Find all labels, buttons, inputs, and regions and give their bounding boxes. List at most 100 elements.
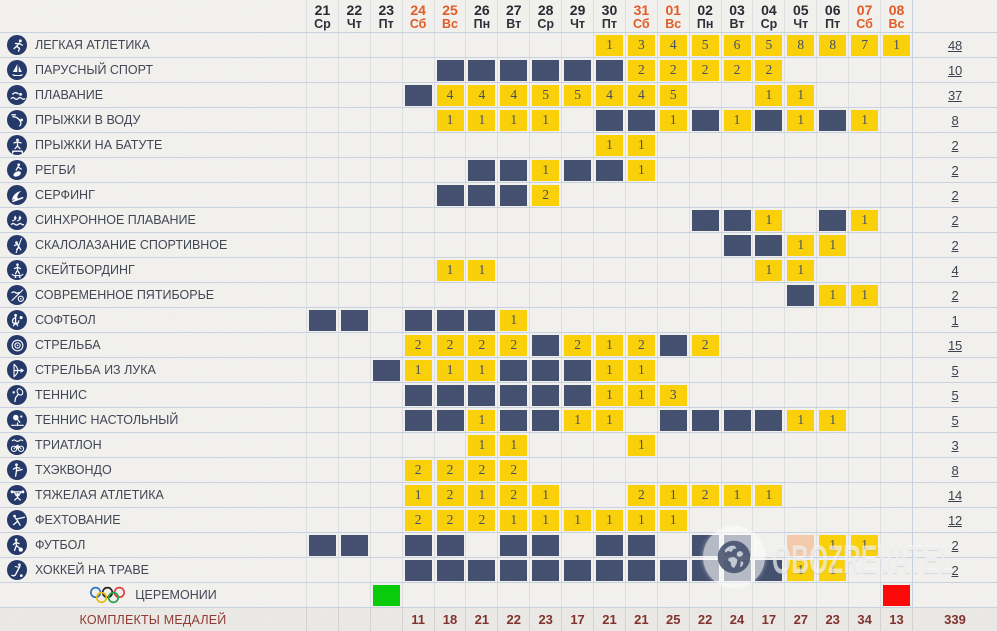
- schedule-cell-day-24: [401, 258, 434, 282]
- sport-name: ФЕХТОВАНИЕ: [35, 513, 121, 527]
- schedule-cell-day-26: [465, 283, 497, 307]
- sport-total-link[interactable]: 8: [951, 112, 959, 128]
- sport-label-cell: ТЕННИС НАСТОЛЬНЫЙ: [0, 408, 306, 432]
- schedule-cell-day-21: [306, 483, 338, 507]
- date-header-row: 21 Ср 22 Чт 23 Пт 24 Сб 25 Вс 26 Пн 27 Вт 28 Ср 29 Чт 30 Пт…: [0, 0, 997, 32]
- schedule-cell-day-25: 2: [433, 333, 466, 357]
- sport-total-link[interactable]: 2: [951, 237, 959, 253]
- sport-row: ХОККЕЙ НА ТРАВЕ 1 1 2: [0, 557, 997, 582]
- event-day-cell: [691, 559, 719, 581]
- event-day-cell: [627, 559, 655, 581]
- sport-total-link[interactable]: 14: [948, 487, 962, 503]
- schedule-cell-day-30: [593, 233, 625, 257]
- event-day-cell: [723, 559, 751, 581]
- schedule-cell-day-03: [720, 308, 753, 332]
- schedule-cell-day-02: [688, 183, 721, 207]
- sport-total-link[interactable]: 10: [948, 62, 962, 78]
- event-day-cell: [436, 384, 464, 406]
- medal-total-day-26: 21: [465, 608, 497, 631]
- schedule-cell-day-28: 1: [529, 108, 561, 132]
- ceremonies-total-cell: [911, 583, 997, 607]
- medal-count-cell: 1: [595, 34, 623, 56]
- sport-total-link[interactable]: 2: [951, 212, 959, 228]
- sport-label-cell: СОФТБОЛ: [0, 308, 306, 332]
- schedule-cell-day-04: [752, 333, 784, 357]
- medal-count-cell: 2: [404, 334, 432, 356]
- medal-count-cell: 2: [627, 484, 655, 506]
- medal-count-cell: 1: [468, 409, 496, 431]
- schedule-cell-day-08: [880, 333, 912, 357]
- schedule-cell-day-26: [465, 533, 497, 557]
- sport-total-link[interactable]: 2: [951, 537, 959, 553]
- medal-count: 1: [829, 537, 837, 552]
- event-day-cell: [340, 534, 368, 556]
- sport-total-cell: 2: [911, 533, 997, 557]
- schedule-cell-day-27: [497, 558, 529, 582]
- schedule-cell-day-26: [465, 208, 497, 232]
- sport-total-link[interactable]: 48: [948, 37, 962, 53]
- schedule-cell-day-06: 1: [816, 233, 848, 257]
- weekday-abbr: Пт: [378, 17, 394, 31]
- ceremonies-label-cell: ЦЕРЕМОНИИ: [0, 583, 306, 607]
- sport-total-link[interactable]: 12: [948, 512, 962, 528]
- date-number: 07: [856, 2, 873, 18]
- medal-count: 5: [574, 87, 581, 102]
- sport-label-cell: СКАЛОЛАЗАНИЕ СПОРТИВНОЕ: [0, 233, 306, 257]
- sport-total-link[interactable]: 8: [951, 462, 959, 478]
- schedule-cell-day-04: 2: [752, 58, 784, 82]
- schedule-cell-day-07: [848, 333, 880, 357]
- schedule-cell-day-30: [593, 58, 625, 82]
- schedule-cell-day-25: 4: [433, 83, 466, 107]
- sport-total-link[interactable]: 5: [951, 387, 959, 403]
- schedule-cell-day-30: [593, 533, 625, 557]
- medal-count: 1: [797, 87, 805, 102]
- sport-total-link[interactable]: 15: [948, 337, 962, 353]
- event-day-cell: [500, 534, 528, 556]
- schedule-cell-day-07: [848, 158, 880, 182]
- schedule-cell-day-31: 1: [624, 133, 657, 157]
- event-day-cell: [532, 409, 560, 431]
- skateboarding-icon: [7, 260, 27, 280]
- date-number: 30: [601, 2, 618, 18]
- sport-total-link[interactable]: 2: [951, 137, 959, 153]
- medal-count: 2: [765, 62, 773, 77]
- sport-total-link[interactable]: 2: [951, 162, 959, 178]
- sport-label-cell: СОВРЕМЕННОЕ ПЯТИБОРЬЕ: [0, 283, 306, 307]
- schedule-cell-day-02: [688, 458, 721, 482]
- schedule-cell-day-02: 5: [688, 33, 721, 57]
- event-day-cell: [691, 409, 719, 431]
- sport-total-link[interactable]: 1: [951, 312, 959, 328]
- sport-total-link[interactable]: 2: [951, 187, 959, 203]
- schedule-cell-day-23: [369, 583, 402, 607]
- schedule-cell-day-08: [880, 208, 912, 232]
- schedule-cell-day-03: [720, 133, 753, 157]
- schedule-cell-day-07: [848, 458, 880, 482]
- date-number: 06: [824, 2, 841, 18]
- medal-count-cell: 1: [595, 409, 623, 431]
- sport-name: СТРЕЛЬБА ИЗ ЛУКА: [35, 363, 156, 377]
- schedule-cell-day-02: 2: [688, 58, 721, 82]
- sport-total-link[interactable]: 5: [951, 412, 959, 428]
- sport-total-link[interactable]: 3: [951, 437, 959, 453]
- schedule-cell-day-23: [369, 533, 402, 557]
- medal-count: 1: [893, 37, 900, 52]
- schedule-cell-day-27: [497, 33, 529, 57]
- medal-total-day-05: 27: [784, 608, 816, 631]
- medal-count-cell: 4: [659, 34, 687, 56]
- sport-total-link[interactable]: 4: [951, 262, 959, 278]
- sport-total-link[interactable]: 2: [951, 287, 959, 303]
- sport-label-cell: ТХЭКВОНДО: [0, 458, 306, 482]
- sport-total-link[interactable]: 2: [951, 562, 959, 578]
- medal-count: 2: [478, 337, 486, 352]
- date-number: 04: [761, 2, 777, 18]
- schedule-cell-day-01: [656, 258, 689, 282]
- sport-row: РЕГБИ 1 1 2: [0, 157, 997, 182]
- schedule-cell-day-01: [656, 333, 689, 357]
- event-day-cell: [404, 559, 432, 581]
- schedule-cell-day-23: [369, 358, 402, 382]
- medal-count-cell: 1: [851, 209, 879, 231]
- schedule-cell-day-03: [720, 358, 753, 382]
- sport-total-link[interactable]: 5: [951, 362, 959, 378]
- event-day-cell: [436, 184, 464, 206]
- sport-total-link[interactable]: 37: [948, 87, 962, 103]
